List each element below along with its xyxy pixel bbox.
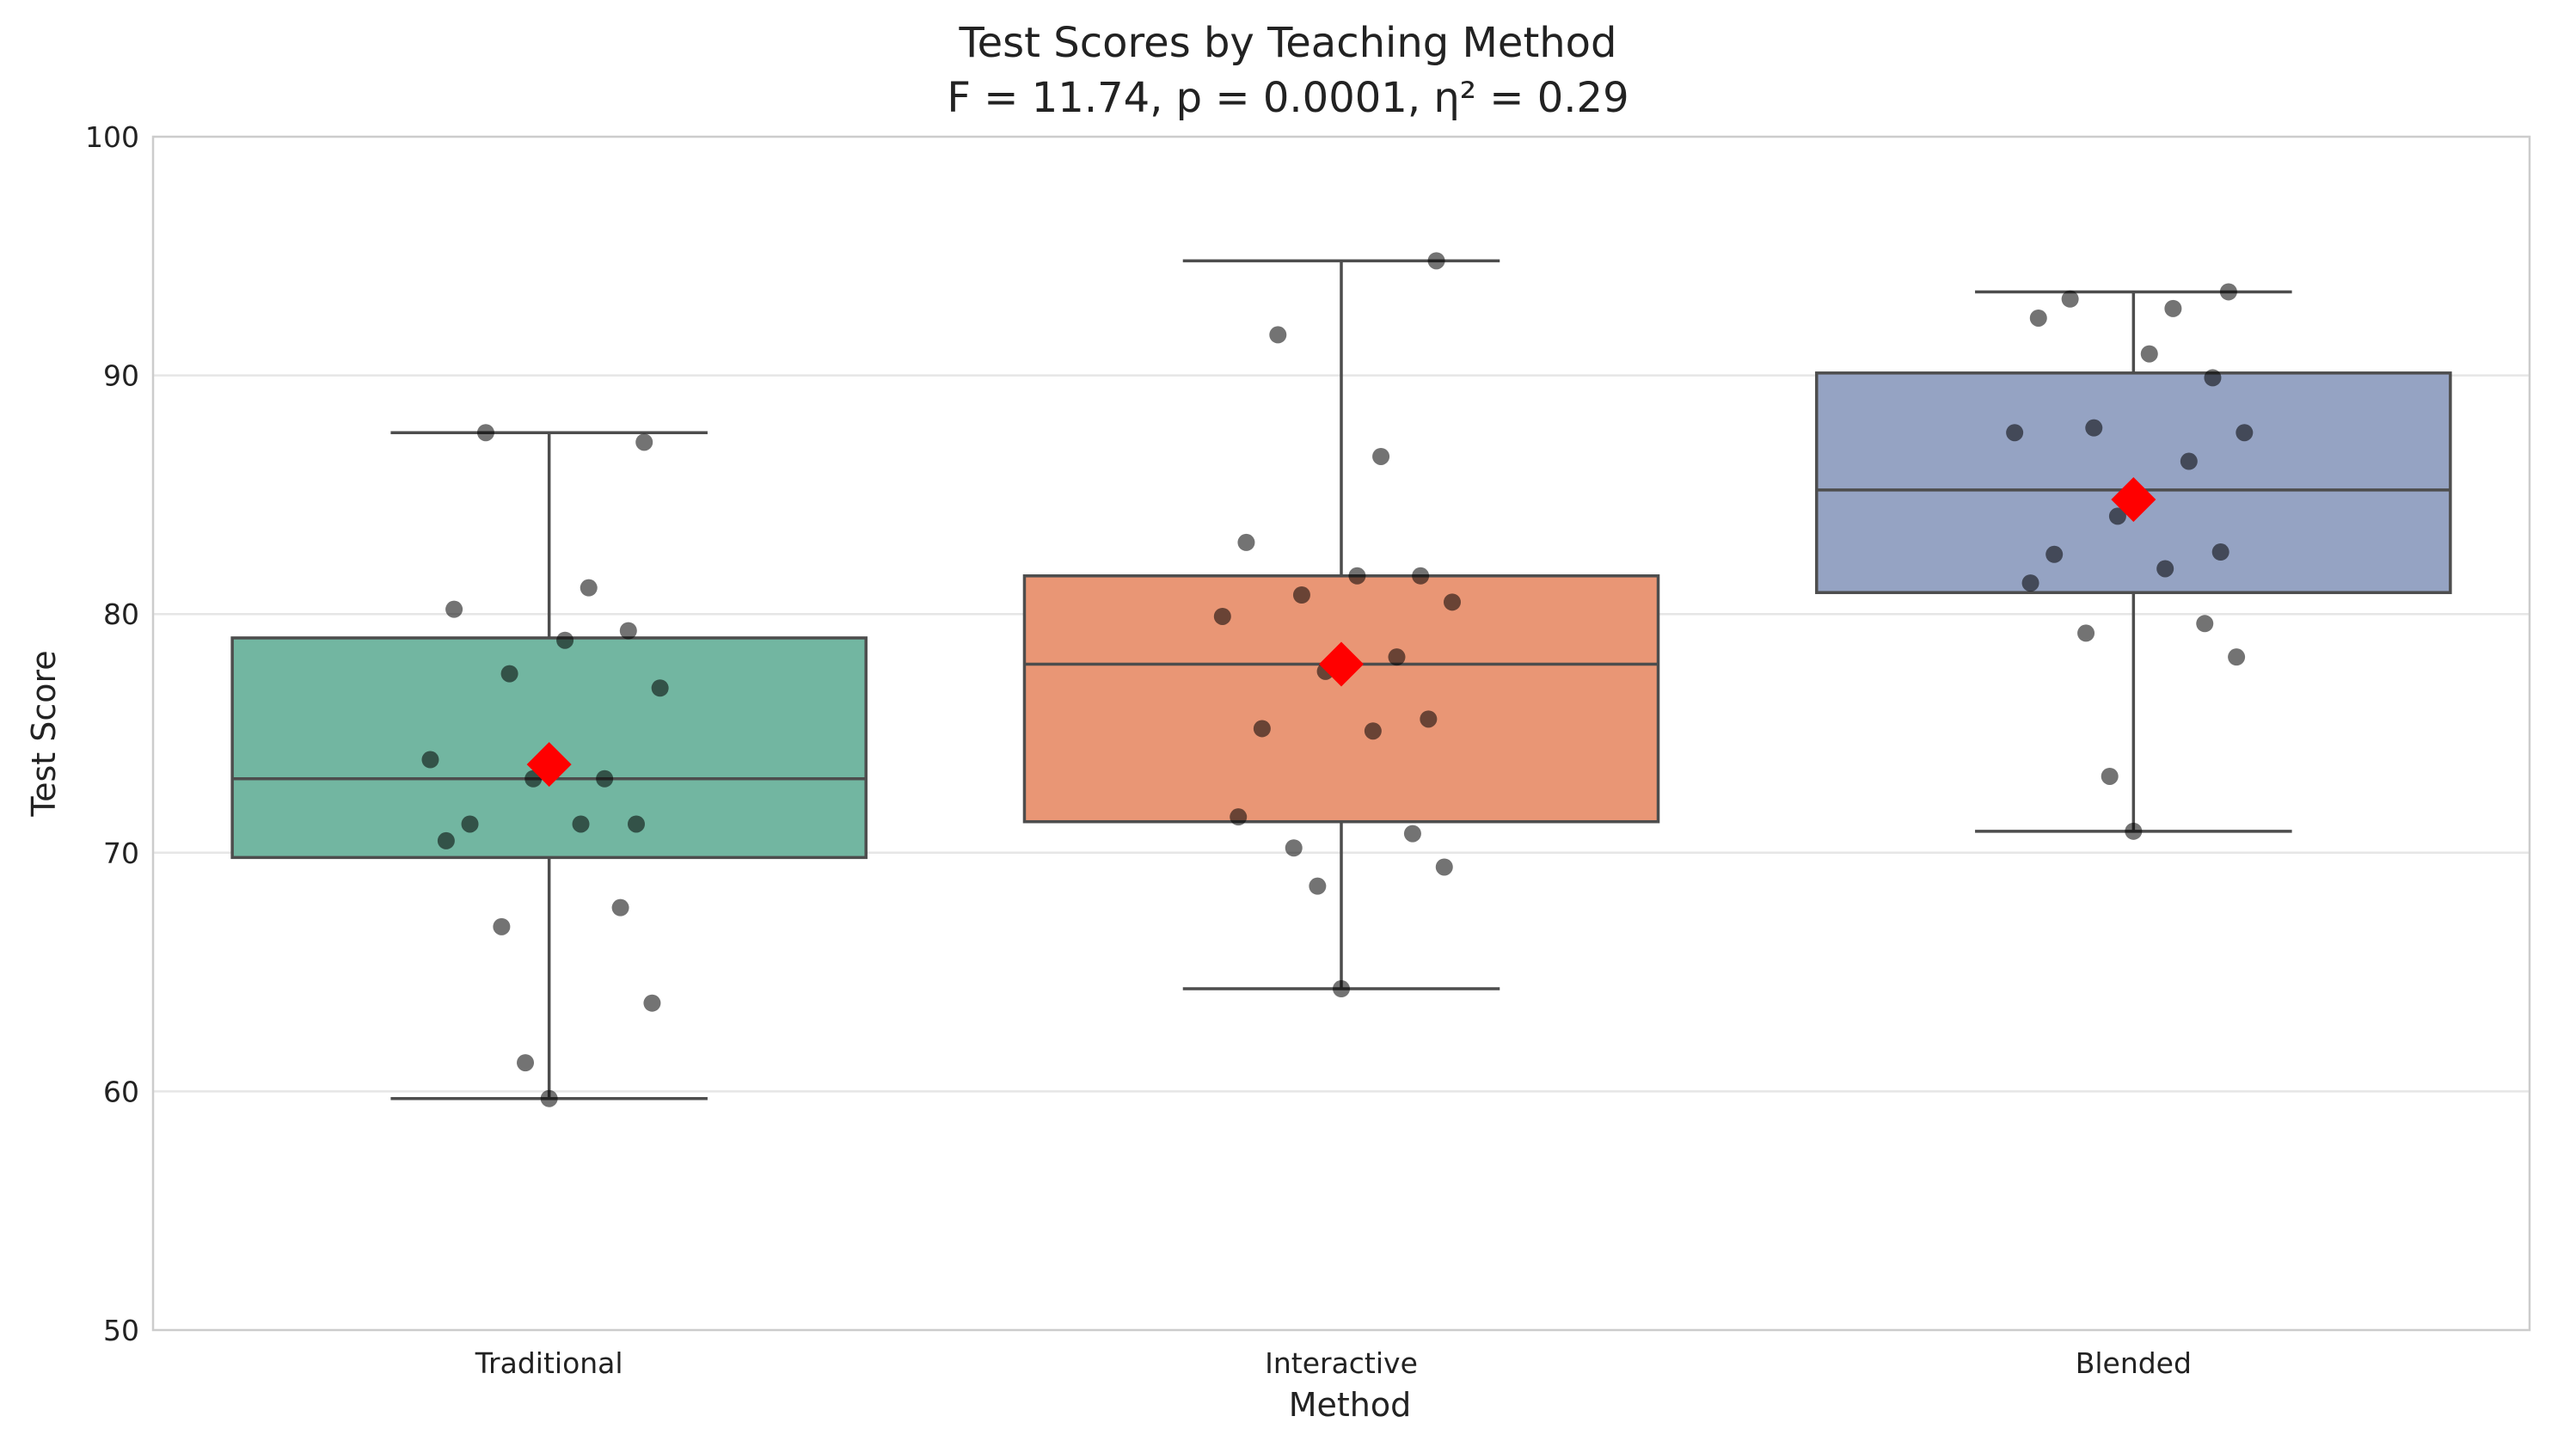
- data-point: [2211, 543, 2229, 561]
- data-point: [1237, 533, 1255, 551]
- data-point: [2085, 419, 2103, 437]
- data-point: [1435, 858, 1453, 876]
- data-point: [445, 600, 463, 618]
- box-interactive: [1022, 259, 1660, 990]
- data-point: [556, 631, 574, 649]
- data-point: [1372, 447, 1390, 465]
- x-axis-label: Method: [1289, 1386, 1412, 1424]
- data-point: [517, 1054, 535, 1072]
- data-point: [2125, 822, 2143, 840]
- data-point: [572, 815, 590, 833]
- y-axis-ticks: 50 60 70 80 90 100: [85, 120, 139, 1347]
- data-point: [1348, 567, 1366, 585]
- jitter-points: [421, 252, 2254, 1107]
- x-tick-label: Traditional: [475, 1346, 623, 1380]
- data-point: [580, 579, 598, 597]
- data-point: [1427, 252, 1445, 270]
- chart-subtitle: F = 11.74, p = 0.0001, η² = 0.29: [947, 74, 1628, 122]
- y-tick-label: 80: [103, 598, 139, 631]
- data-point: [643, 994, 661, 1012]
- data-point: [651, 679, 669, 697]
- data-point: [1269, 326, 1287, 344]
- data-point: [2021, 574, 2039, 592]
- y-tick-label: 50: [103, 1314, 139, 1347]
- data-point: [2219, 283, 2237, 301]
- data-point: [2045, 545, 2064, 563]
- data-point: [2204, 369, 2222, 387]
- data-point: [2140, 345, 2158, 363]
- data-point: [1292, 586, 1310, 604]
- data-point: [1253, 720, 1271, 738]
- data-point: [2077, 624, 2095, 642]
- data-point: [2164, 299, 2182, 317]
- data-point: [2196, 615, 2214, 633]
- data-point: [461, 815, 479, 833]
- y-tick-label: 100: [85, 120, 139, 154]
- chart-title: Test Scores by Teaching Method: [958, 19, 1616, 67]
- mean-marker: [2111, 476, 2156, 522]
- data-point: [2101, 767, 2119, 785]
- data-point: [2180, 452, 2198, 470]
- data-point: [540, 1089, 558, 1107]
- data-point: [635, 433, 653, 451]
- y-tick-label: 70: [103, 837, 139, 870]
- data-point: [2029, 309, 2047, 327]
- mean-marker: [526, 742, 572, 788]
- data-point: [1213, 607, 1231, 625]
- data-point: [2236, 424, 2254, 442]
- mean-marker: [1319, 641, 1364, 687]
- data-point: [1403, 825, 1421, 843]
- data-point: [2006, 424, 2024, 442]
- mean-markers: [526, 476, 2156, 788]
- data-point: [437, 831, 455, 849]
- x-tick-label: Blended: [2076, 1346, 2192, 1380]
- data-point: [2228, 648, 2246, 666]
- data-point: [2156, 560, 2174, 578]
- data-point: [628, 815, 646, 833]
- iqr-box: [1022, 574, 1660, 824]
- data-point: [476, 424, 494, 442]
- data-point: [2061, 290, 2079, 308]
- data-point: [611, 898, 629, 917]
- data-point: [596, 769, 614, 788]
- y-tick-label: 90: [103, 359, 139, 393]
- data-point: [619, 622, 637, 640]
- data-point: [1333, 980, 1350, 998]
- plot-area: [151, 135, 2531, 1332]
- data-point: [1388, 648, 1406, 666]
- data-point: [493, 917, 511, 935]
- data-point: [1230, 808, 1248, 826]
- x-axis-ticks: Traditional Interactive Blended: [475, 1346, 2192, 1380]
- data-point: [2108, 507, 2126, 525]
- data-point: [421, 751, 439, 769]
- data-point: [500, 665, 518, 683]
- data-point: [1309, 877, 1327, 895]
- y-tick-label: 60: [103, 1075, 139, 1108]
- data-point: [1364, 722, 1382, 740]
- x-tick-label: Interactive: [1265, 1346, 1418, 1380]
- data-point: [1420, 710, 1438, 728]
- data-point: [1443, 593, 1461, 611]
- data-point: [1285, 839, 1303, 857]
- y-axis-label: Test Score: [25, 650, 63, 817]
- data-point: [1412, 567, 1430, 585]
